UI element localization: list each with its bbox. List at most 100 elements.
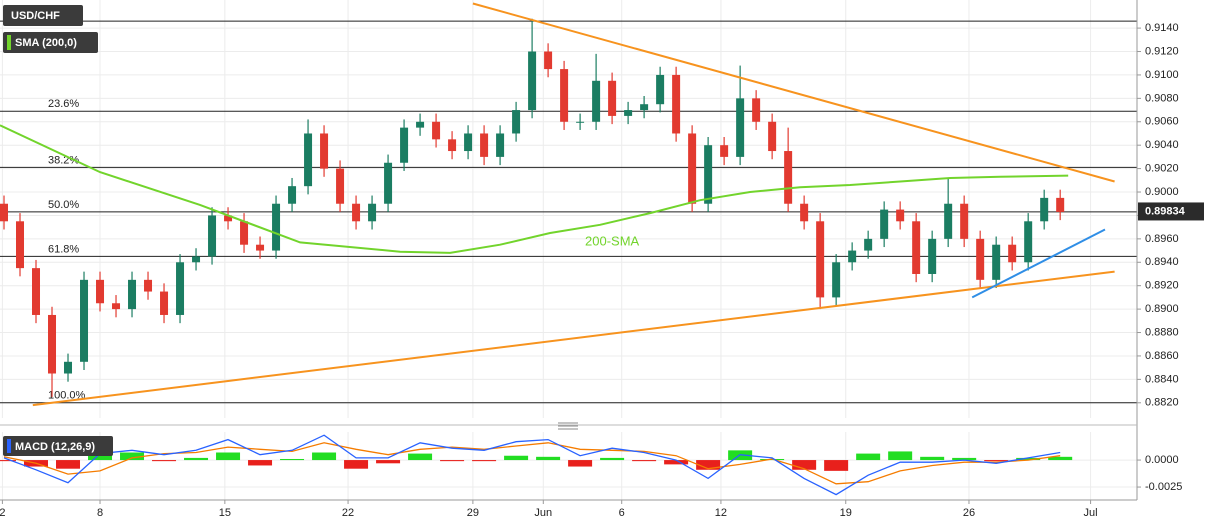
candle-body	[544, 51, 553, 70]
level-label: 23.6%	[48, 98, 79, 110]
x-tick-label: 12	[715, 507, 727, 519]
candle-body	[976, 238, 985, 280]
candle-body	[1056, 197, 1065, 212]
candle-body	[160, 291, 169, 315]
y-tick-label: 0.8920	[1145, 280, 1179, 292]
candle-body	[256, 244, 265, 251]
x-tick-label: 26	[963, 507, 975, 519]
y-tick-label: 0.9080	[1145, 92, 1179, 104]
candle-body	[720, 145, 729, 157]
candle-body	[224, 215, 233, 222]
x-tick-label: 8	[97, 507, 103, 519]
candle-body	[208, 215, 217, 257]
candle-body	[768, 121, 777, 152]
candle-body	[672, 74, 681, 134]
grid	[0, 0, 1137, 500]
histogram-bar	[856, 453, 881, 461]
candle-body	[896, 209, 905, 222]
candle-body	[416, 121, 425, 128]
price-tag-label: 0.89834	[1145, 205, 1186, 217]
x-tick-label: Jul	[1084, 507, 1098, 519]
axes: 0.8820 0.8840 0.8860 0.8880 0.8900 0.8920 0.89…	[0, 0, 1204, 519]
candle-body	[736, 98, 745, 157]
candle-body	[368, 203, 377, 222]
histogram-bar	[120, 452, 145, 461]
symbol-box	[3, 5, 83, 26]
y-tick-label: 0.0000	[1145, 454, 1179, 466]
x-tick-label: 6	[619, 507, 625, 519]
legend-label: SMA (200,0)	[15, 37, 77, 49]
candle-body	[864, 238, 873, 251]
histogram-bar	[280, 458, 305, 461]
legend-swatch	[7, 439, 11, 453]
candle-body	[944, 203, 953, 239]
candle-body	[32, 268, 41, 315]
candle-body	[816, 221, 825, 298]
histogram-bar	[376, 460, 401, 464]
candle-body	[16, 221, 25, 269]
x-tick-label: 22	[342, 507, 354, 519]
y-tick-label: 0.9020	[1145, 163, 1179, 175]
trend-line	[32, 270, 1115, 407]
candle-body	[1040, 197, 1049, 222]
candle-body	[880, 209, 889, 239]
candle-body	[560, 69, 569, 122]
histogram-bar	[344, 460, 369, 469]
y-tick-label: 0.9120	[1145, 45, 1179, 57]
candle-body	[400, 127, 409, 163]
y-tick-label: 0.9140	[1145, 22, 1179, 34]
candle-body	[752, 98, 761, 122]
candle-body	[288, 186, 297, 204]
histogram-bar	[440, 460, 465, 462]
histogram-bar	[632, 460, 657, 462]
candle-body	[512, 110, 521, 134]
sma-annotation: 200-SMA	[585, 233, 640, 248]
candle-body	[336, 168, 345, 204]
x-tick-label: Jun	[534, 507, 552, 519]
candle-body	[912, 221, 921, 274]
candle-body	[1024, 221, 1033, 263]
level-label: 50.0%	[48, 199, 79, 211]
histogram-bar	[600, 457, 625, 461]
y-tick-label: 0.8900	[1145, 303, 1179, 315]
candle-body	[80, 279, 89, 362]
price-panel: 0.0%23.6%38.2%50.0%61.8%100.0%	[0, 2, 1137, 407]
level-label: 61.8%	[48, 243, 79, 255]
candle-body	[832, 262, 841, 298]
y-tick-label: 0.8960	[1145, 233, 1179, 245]
candle-body	[0, 203, 9, 222]
histogram-bar	[184, 457, 209, 461]
candle-body	[480, 133, 489, 157]
candle-body	[64, 361, 73, 374]
candle-body	[992, 244, 1001, 280]
price-tag	[1138, 202, 1204, 221]
histogram-bar	[824, 460, 849, 471]
candle-body	[624, 110, 633, 116]
y-tick-label: 0.9060	[1145, 116, 1179, 128]
legend-swatch	[7, 35, 11, 50]
y-tick-label: 0.8840	[1145, 373, 1179, 385]
candle-body	[240, 221, 249, 245]
candle-body	[192, 256, 201, 263]
y-tick-label: 0.8880	[1145, 326, 1179, 338]
candle-body	[304, 133, 313, 187]
symbol: USD/CHF	[11, 10, 60, 22]
y-tick-label: 0.9100	[1145, 69, 1179, 81]
candle-body	[352, 203, 361, 222]
histogram-bar	[216, 452, 241, 461]
indicator-label: MACD (12,26,9)	[15, 441, 95, 453]
histogram-bar	[56, 460, 81, 469]
candle-body	[704, 145, 713, 204]
histogram-bar	[504, 455, 529, 461]
candle-body	[688, 133, 697, 204]
resize-grip[interactable]	[558, 422, 578, 430]
histogram-bar	[984, 460, 1009, 462]
candle-body	[320, 133, 329, 169]
trend-line	[971, 228, 1106, 299]
candle-body	[432, 121, 441, 140]
histogram-bar	[920, 456, 945, 461]
sma-line	[0, 124, 1069, 254]
candle-body	[1008, 244, 1017, 263]
